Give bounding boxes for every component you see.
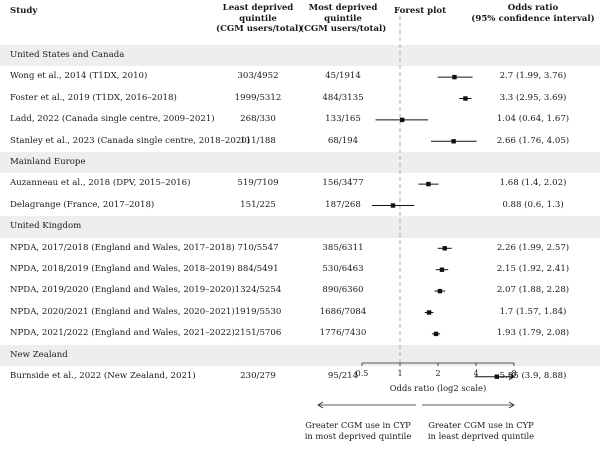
- header-least-line2: quintile: [239, 13, 277, 24]
- direction-left-line2: in most deprived quintile: [304, 430, 412, 441]
- point-estimate: [433, 331, 439, 337]
- most-deprived-value: 385/6311: [322, 242, 364, 253]
- most-deprived-value: 95/214: [327, 371, 359, 381]
- point-estimate: [399, 117, 405, 123]
- odds-ratio-text: 1.04 (0.64, 1.67): [496, 114, 570, 125]
- point-estimate: [437, 288, 443, 294]
- most-deprived-value: 1776/7430: [319, 328, 367, 339]
- least-deprived-value: 1999/5312: [234, 92, 282, 103]
- least-deprived-value: 151/225: [240, 199, 276, 210]
- section-band: [0, 45, 600, 67]
- least-deprived-value: 230/279: [240, 371, 276, 381]
- odds-ratio-text: 1.93 (1.79, 2.08): [496, 328, 570, 339]
- direction-left-line1: Greater CGM use in CYP: [305, 420, 411, 430]
- section-label: Mainland Europe: [10, 157, 86, 167]
- header-or-line2: (95% confidence interval): [471, 13, 595, 24]
- study-name: NPDA, 2020/2021 (England and Wales, 2020…: [10, 306, 235, 317]
- most-deprived-value: 1686/7084: [319, 306, 367, 317]
- most-deprived-value: 133/165: [325, 114, 361, 125]
- section-label: United Kingdom: [10, 221, 82, 232]
- most-deprived-value: 45/1914: [325, 71, 361, 82]
- x-axis-label: Odds ratio (log2 scale): [390, 383, 487, 393]
- odds-ratio-text: 2.26 (1.99, 2.57): [496, 242, 570, 253]
- study-name: NPDA, 2021/2022 (England and Wales, 2021…: [10, 328, 235, 339]
- most-deprived-value: 187/268: [325, 199, 361, 210]
- odds-ratio-text: 0.88 (0.6, 1.3): [502, 199, 564, 210]
- study-name: NPDA, 2019/2020 (England and Wales, 2019…: [10, 285, 235, 296]
- point-estimate: [426, 310, 432, 315]
- section-band: [0, 344, 600, 366]
- study-name: NPDA, 2017/2018 (England and Wales, 2017…: [10, 242, 235, 253]
- direction-right-line1: Greater CGM use in CYP: [428, 420, 534, 430]
- header-least-deprived: Least deprived quintile (CGM users/total…: [216, 3, 303, 35]
- most-deprived-value: 890/6360: [322, 285, 364, 296]
- odds-ratio-text: 1.68 (1.4, 2.02): [499, 178, 567, 189]
- x-tick-label: 1: [397, 369, 402, 378]
- header-most-line2: quintile: [324, 13, 362, 24]
- direction-right-line2: in least deprived quintile: [427, 430, 535, 441]
- odds-ratio-text: 2.66 (1.76, 4.05): [496, 135, 570, 146]
- study-name: Foster et al., 2019 (T1DX, 2016–2018): [10, 92, 177, 103]
- point-estimate: [442, 246, 447, 251]
- least-deprived-value: 268/330: [240, 114, 276, 125]
- header-most-line1: Most deprived: [308, 3, 378, 13]
- section-label: United States and Canada: [10, 50, 125, 60]
- direction-label-left: Greater CGM use in CYP in most deprived …: [296, 420, 420, 441]
- most-deprived-value: 484/3135: [322, 92, 364, 103]
- x-tick-label: 2: [435, 369, 440, 378]
- odds-ratio-text: 5.85 (3.9, 8.88): [499, 371, 567, 381]
- header-or-line1: Odds ratio: [507, 3, 559, 13]
- study-name: Ladd, 2022 (Canada single centre, 2009–2…: [10, 114, 215, 125]
- odds-ratio-text: 3.3 (2.95, 3.69): [499, 92, 567, 103]
- x-tick-label: 8: [511, 369, 516, 378]
- header-forest-plot: Forest plot: [394, 6, 447, 16]
- x-tick-label: 0.5: [356, 369, 369, 378]
- point-estimate: [452, 74, 457, 80]
- study-name: Burnside et al., 2022 (New Zealand, 2021…: [10, 371, 196, 381]
- study-name: Wong et al., 2014 (T1DX, 2010): [10, 71, 148, 82]
- odds-ratio-text: 2.15 (1.92, 2.41): [496, 264, 570, 274]
- most-deprived-value: 530/6463: [322, 264, 364, 274]
- ci-truncation-arrow: [508, 373, 515, 381]
- study-name: NPDA, 2018/2019 (England and Wales, 2018…: [10, 264, 235, 274]
- study-name: Auzanneau et al., 2018 (DPV, 2015–2016): [10, 178, 191, 189]
- header-study: Study: [10, 6, 38, 16]
- least-deprived-value: 710/5547: [237, 242, 279, 253]
- header-most-deprived: Most deprived quintile (CGM users/total): [300, 3, 386, 35]
- point-estimate: [390, 203, 396, 208]
- section-band: [0, 216, 600, 238]
- study-name: Stanley et al., 2023 (Canada single cent…: [10, 135, 251, 146]
- header-odds-ratio: Odds ratio (95% confidence interval): [470, 3, 596, 24]
- arrow-right-head: [508, 401, 515, 409]
- point-estimate: [494, 374, 500, 379]
- most-deprived-value: 156/3477: [322, 178, 364, 189]
- direction-label-right: Greater CGM use in CYP in least deprived…: [418, 420, 544, 441]
- odds-ratio-text: 1.7 (1.57, 1.84): [499, 306, 567, 317]
- study-name: Delagrange (France, 2017–2018): [10, 199, 155, 210]
- point-estimate: [439, 267, 445, 272]
- least-deprived-value: 303/4952: [237, 71, 279, 82]
- odds-ratio-text: 2.7 (1.99, 3.76): [499, 71, 567, 82]
- odds-ratio-text: 2.07 (1.88, 2.28): [496, 285, 570, 296]
- section-label: New Zealand: [10, 349, 68, 360]
- header-least-line3: (CGM users/total): [216, 24, 303, 34]
- least-deprived-value: 111/188: [240, 135, 276, 146]
- arrow-left-head: [317, 401, 324, 409]
- point-estimate: [463, 96, 468, 101]
- section-band: [0, 152, 600, 174]
- header-most-line3: (CGM users/total): [300, 24, 387, 34]
- point-estimate: [451, 139, 456, 144]
- least-deprived-value: 519/7109: [237, 178, 279, 189]
- least-deprived-value: 2151/5706: [234, 328, 282, 339]
- least-deprived-value: 1324/5254: [234, 285, 282, 296]
- least-deprived-value: 1919/5530: [234, 306, 282, 317]
- most-deprived-value: 68/194: [327, 135, 359, 146]
- least-deprived-value: 884/5491: [237, 264, 279, 274]
- x-tick-label: 4: [473, 369, 478, 378]
- header-least-line1: Least deprived: [222, 3, 294, 13]
- point-estimate: [426, 181, 431, 187]
